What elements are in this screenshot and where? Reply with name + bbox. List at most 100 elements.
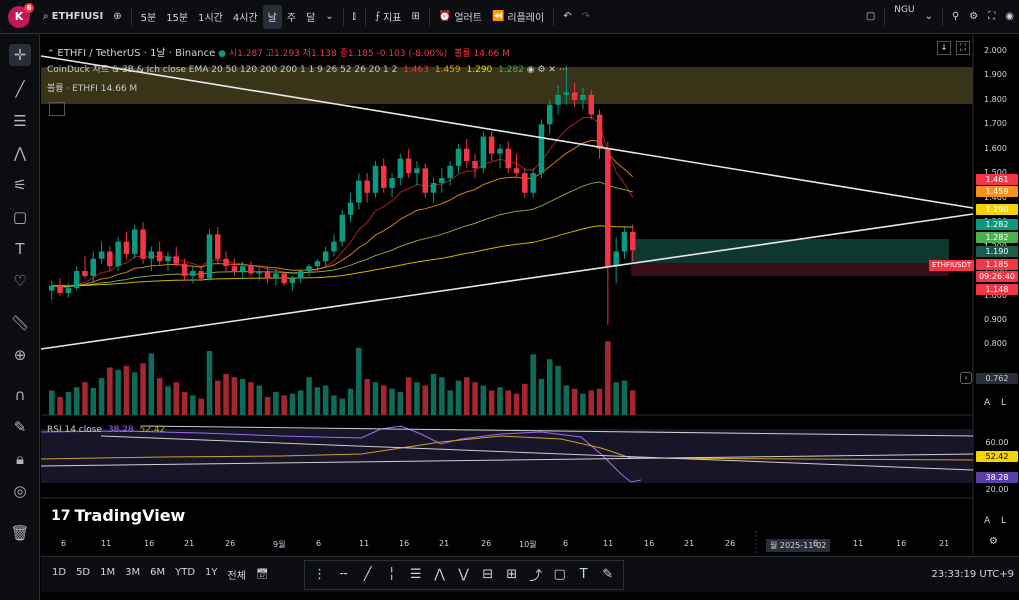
volume-bar: [547, 359, 553, 415]
eye-icon[interactable]: ◉ ⚙ ✕ ⋯: [526, 65, 568, 75]
quick-search-button[interactable]: ⚲: [947, 5, 964, 29]
templates-button[interactable]: ⊞: [406, 5, 424, 29]
indicators-button[interactable]: ⨍ 지표: [370, 5, 407, 29]
volume-bar: [513, 393, 520, 415]
range-5D[interactable]: 5D: [76, 567, 91, 578]
user-avatar[interactable]: K 6: [8, 2, 34, 28]
forecast-icon: ⚟: [13, 176, 27, 194]
pattern-icon: ⋀: [13, 144, 27, 162]
magnet-tool[interactable]: ∩: [9, 384, 31, 406]
alarm-icon: ⏰: [438, 11, 452, 22]
log-scale-label[interactable]: L: [1001, 398, 1007, 408]
interval-dropdown[interactable]: ⌄: [320, 5, 338, 29]
auto-scale-label[interactable]: A: [984, 398, 991, 408]
volume-bar: [198, 398, 204, 415]
chart-canvas[interactable]: [41, 34, 1019, 554]
text-tool[interactable]: T: [9, 238, 31, 260]
text-icon: T: [15, 240, 25, 258]
settings-button[interactable]: ⚙: [964, 5, 983, 29]
text-fav[interactable]: T: [573, 564, 595, 586]
alert-button[interactable]: ⏰ 얼러트: [434, 5, 487, 29]
fib-fav[interactable]: ☰: [405, 564, 427, 586]
volume-toggle[interactable]: ›: [960, 372, 972, 384]
fib-tool[interactable]: ☰: [9, 110, 31, 132]
range-YTD[interactable]: YTD: [175, 567, 196, 578]
crosshair-tool[interactable]: ✛: [9, 44, 31, 66]
pattern-tool[interactable]: ⋀: [9, 142, 31, 164]
volume-bar: [630, 390, 636, 415]
candle-body: [165, 256, 171, 262]
keep-drawing-tool[interactable]: ✎: [9, 416, 31, 438]
rsi-label: RSI 14 close: [47, 425, 102, 435]
interval-날[interactable]: 날: [262, 4, 282, 29]
interval-달[interactable]: 달: [301, 5, 320, 29]
auto-scale-label-2[interactable]: A: [984, 516, 991, 526]
goto-date-button[interactable]: 📅︎: [251, 569, 274, 580]
compare-button[interactable]: ⊕: [108, 5, 126, 29]
maximize-button[interactable]: ⛶: [956, 41, 970, 55]
hide-tool[interactable]: ◎: [9, 480, 31, 502]
vline-tool[interactable]: ╎: [381, 564, 403, 586]
range-전체[interactable]: 전체: [227, 571, 246, 582]
interval-15분[interactable]: 15분: [161, 5, 193, 29]
trendline-fav[interactable]: ╱: [357, 564, 379, 586]
ngu-layout[interactable]: NGU: [889, 5, 919, 29]
trendline-tool[interactable]: ╱: [9, 78, 31, 100]
measure-tool[interactable]: 📏︎: [9, 312, 31, 334]
chevron-down-icon: ⌄: [325, 11, 334, 22]
zoom-tool[interactable]: ⊕: [9, 344, 31, 366]
remove-tool[interactable]: 🗑︎: [9, 522, 31, 544]
lock-tool[interactable]: 🔒︎: [9, 448, 31, 470]
range-1Y[interactable]: 1Y: [205, 567, 218, 578]
download-button[interactable]: ↓: [937, 41, 951, 55]
layout-dropdown[interactable]: ⌄: [920, 5, 938, 29]
chevron-icon: ›: [964, 374, 968, 382]
rsi-trendline: [140, 425, 974, 437]
replay-button[interactable]: ⏪ 리플레이: [487, 5, 549, 29]
rectangle-fav[interactable]: ▢: [549, 564, 571, 586]
brush-fav[interactable]: ✎: [597, 564, 619, 586]
price-tick: 1.000: [984, 290, 1007, 300]
interval-1시간[interactable]: 1시간: [193, 5, 228, 29]
price-tag: 1.190: [976, 246, 1018, 257]
chart-type-button[interactable]: ⫾: [348, 5, 361, 29]
interval-주[interactable]: 주: [282, 5, 301, 29]
volume-bar: [57, 396, 63, 415]
clock[interactable]: 23:33:19 UTC+9: [931, 569, 1014, 580]
icon-tool[interactable]: ♡: [9, 270, 31, 292]
pattern-fav[interactable]: ⋀: [429, 564, 451, 586]
time-label: 16: [144, 539, 155, 548]
long-position-fav[interactable]: ⊟: [477, 564, 499, 586]
log-scale-label-2[interactable]: L: [1001, 516, 1007, 526]
short-position-fav[interactable]: ⊞: [501, 564, 523, 586]
candle-body: [630, 231, 636, 251]
range-1D[interactable]: 1D: [52, 567, 67, 578]
collapse-legend-button[interactable]: [49, 102, 65, 116]
range-1M[interactable]: 1M: [100, 567, 116, 578]
candle-body: [306, 266, 312, 272]
fullscreen-button[interactable]: ⛶: [983, 5, 1000, 29]
range-3M[interactable]: 3M: [125, 567, 141, 578]
screenshot-button[interactable]: ◉: [1000, 5, 1019, 29]
forecast-tool[interactable]: ⚟: [9, 174, 31, 196]
shape-tool[interactable]: ▢: [9, 206, 31, 228]
elliott-fav[interactable]: ⋁: [453, 564, 475, 586]
interval-5분[interactable]: 5분: [136, 5, 162, 29]
volume-bar: [273, 392, 279, 415]
redo-button[interactable]: ↷: [577, 5, 595, 29]
drag-handle[interactable]: ⋮: [309, 564, 331, 586]
line-icon: ╱: [15, 80, 25, 98]
range-6M[interactable]: 6M: [150, 567, 166, 578]
hline-tool[interactable]: ╌: [333, 564, 355, 586]
path-fav[interactable]: ⤴: [525, 564, 547, 586]
symbol-search[interactable]: ⌕ ETHFIUSI: [38, 5, 108, 29]
chart-area[interactable]: ⌃ ETHFI / TetherUS · 1날 · Binance ● 시1.2…: [41, 34, 1019, 554]
ichimoku-zone: [41, 67, 973, 104]
candle-body: [613, 251, 619, 267]
undo-button[interactable]: ↶: [558, 5, 576, 29]
candle-body: [422, 168, 428, 193]
interval-4시간[interactable]: 4시간: [228, 5, 263, 29]
volume-bar: [596, 388, 603, 415]
settings-icon[interactable]: ⚙: [989, 536, 998, 547]
layout-button[interactable]: ▢: [861, 5, 880, 29]
